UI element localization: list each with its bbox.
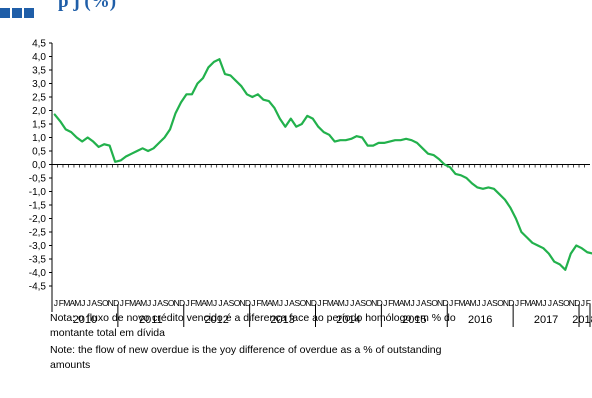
y-tick-label: -1,0 xyxy=(29,187,47,198)
header-bar: p j (%) xyxy=(0,0,592,22)
x-month-label: M xyxy=(404,298,411,308)
note-pt: Nota: o fluxo de novo crédito vencido é … xyxy=(50,312,456,324)
x-month-label: M xyxy=(129,298,136,308)
x-month-label: J xyxy=(317,298,321,308)
x-month-label: J xyxy=(482,298,486,308)
x-month-label: M xyxy=(535,298,542,308)
x-month-label: M xyxy=(63,298,70,308)
series-line xyxy=(53,58,592,271)
x-year-label: 2010 xyxy=(73,314,97,326)
x-month-label: J xyxy=(411,298,415,308)
y-tick-label: 2,5 xyxy=(32,93,46,104)
y-axis: 4,5 4,0 3,5 3,0 2,5 2,0 1,5 1,0 0,5 0,0 -0,5 -1,0 -1… xyxy=(29,39,53,312)
y-tick-label: 1,0 xyxy=(32,133,46,144)
x-month-label: J xyxy=(120,298,124,308)
note-en: Note: the flow of new overdue is the yoy… xyxy=(50,344,442,356)
x-month-label: J xyxy=(87,298,91,308)
y-tick-label: 0,5 xyxy=(32,147,46,158)
y-tick-label: -2,5 xyxy=(29,228,47,239)
x-month-label: M xyxy=(470,298,477,308)
decor-square-icon xyxy=(12,8,22,18)
x-month-label: J xyxy=(218,298,222,308)
decor-square-icon xyxy=(24,8,34,18)
x-year-label: 2017 xyxy=(534,314,558,326)
x-month-label: J xyxy=(284,298,288,308)
y-tick-label: 4,5 xyxy=(32,39,46,50)
y-tick-label: 3,5 xyxy=(32,66,46,77)
note-pt-continued: montante total em dívida xyxy=(50,327,165,339)
x-month-label: M xyxy=(206,298,213,308)
y-tick-label: 2,0 xyxy=(32,106,46,117)
x-month-label: M xyxy=(195,298,202,308)
x-month-label: J xyxy=(81,298,85,308)
y-tick-label: -0,5 xyxy=(29,174,47,185)
x-month-label: J xyxy=(581,298,585,308)
x-year-label: 2018 xyxy=(572,314,592,326)
y-tick-label: -1,5 xyxy=(29,201,47,212)
y-tick-label: -4,0 xyxy=(29,268,47,279)
x-year-label: 2011 xyxy=(139,314,163,326)
x-month-label: M xyxy=(261,298,268,308)
y-tick-label: -3,0 xyxy=(29,241,47,252)
x-month-label: J xyxy=(251,298,255,308)
x-month-label: J xyxy=(383,298,387,308)
x-month-label: M xyxy=(74,298,81,308)
note-en-continued: amounts xyxy=(50,359,91,371)
x-year-label: 2015 xyxy=(402,314,426,326)
x-month-label: J xyxy=(153,298,157,308)
x-month-label: M xyxy=(393,298,400,308)
x-month-label: J xyxy=(185,298,189,308)
y-tick-label: 0,0 xyxy=(32,160,46,171)
y-tick-label: 4,0 xyxy=(32,52,46,63)
x-month-label: J xyxy=(350,298,354,308)
y-tick-label: 3,0 xyxy=(32,79,46,90)
y-tick-label: -3,5 xyxy=(29,255,47,266)
x-month-label: J xyxy=(213,298,217,308)
x-month-label: J xyxy=(548,298,552,308)
x-month-label: J xyxy=(279,298,283,308)
x-year-label: 2013 xyxy=(270,314,294,326)
x-month-label: M xyxy=(140,298,147,308)
x-month-label: J xyxy=(542,298,546,308)
x-month-label: J xyxy=(515,298,519,308)
chart-title: p j (%) xyxy=(58,0,117,12)
y-tick-label: -2,0 xyxy=(29,214,47,225)
y-tick-label: 1,5 xyxy=(32,120,46,131)
x-year-label: 2014 xyxy=(336,314,360,326)
x-month-label: J xyxy=(54,298,58,308)
series-layer xyxy=(53,58,592,271)
line-chart: 4,5 4,0 3,5 3,0 2,5 2,0 1,5 1,0 0,5 0,0 -0,5 -1,0 -1… xyxy=(29,39,592,327)
x-month-label: M xyxy=(327,298,334,308)
decor-square-icon xyxy=(0,8,10,18)
x-month-label: M xyxy=(524,298,531,308)
x-month-label: J xyxy=(345,298,349,308)
x-month-label: M xyxy=(459,298,466,308)
x-month-label: J xyxy=(476,298,480,308)
x-month-label: J xyxy=(147,298,151,308)
x-month-label: J xyxy=(416,298,420,308)
x-year-label: 2016 xyxy=(468,314,492,326)
x-month-label: M xyxy=(338,298,345,308)
x-year-label: 2012 xyxy=(204,314,228,326)
x-month-label: M xyxy=(272,298,279,308)
y-tick-label: -4,5 xyxy=(29,282,47,293)
x-month-label: J xyxy=(449,298,453,308)
